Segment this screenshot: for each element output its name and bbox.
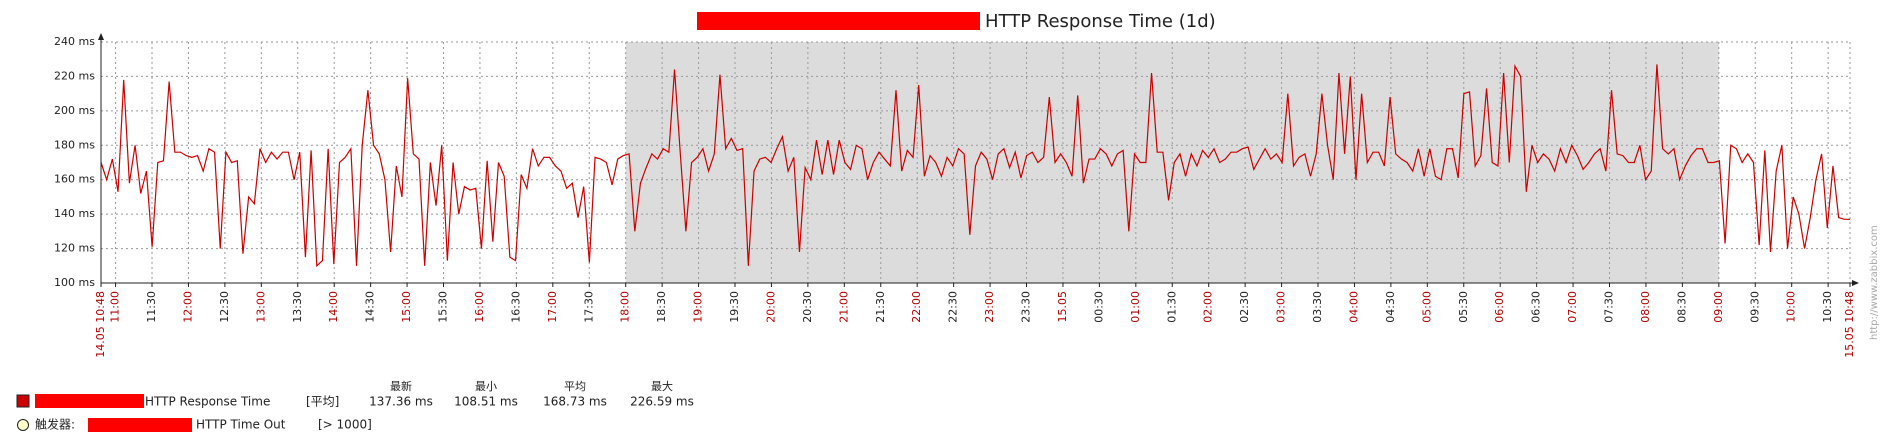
x-tick-label: 16:30 <box>509 291 522 323</box>
x-tick-label: 06:00 <box>1493 291 1506 323</box>
y-tick-label: 120 ms <box>54 242 95 255</box>
redacted-box <box>35 394 144 408</box>
x-tick-label: 19:30 <box>728 291 741 323</box>
x-tick-label: 01:00 <box>1129 291 1142 323</box>
x-tick-label: 06:30 <box>1530 291 1543 323</box>
x-tick-label: 07:00 <box>1566 291 1579 323</box>
x-tick-label: 14:00 <box>327 291 340 323</box>
x-tick-label: 02:00 <box>1202 291 1215 323</box>
y-tick-label: 180 ms <box>54 138 95 151</box>
x-tick-label: 11:30 <box>145 291 158 323</box>
y-tick-label: 160 ms <box>54 173 95 186</box>
x-tick-label: 02:30 <box>1238 291 1251 323</box>
x-tick-label: 12:30 <box>218 291 231 323</box>
x-tick-label: 09:30 <box>1748 291 1761 323</box>
y-tick-label: 140 ms <box>54 207 95 220</box>
y-tick-label: 220 ms <box>54 69 95 82</box>
x-tick-label: 18:00 <box>619 291 632 323</box>
x-tick-label: 21:00 <box>837 291 850 323</box>
x-tick-label: 20:30 <box>801 291 814 323</box>
x-tick-label: 17:30 <box>582 291 595 323</box>
trigger-condition: [> 1000] <box>318 418 372 432</box>
plot-area <box>100 41 1851 284</box>
stat-header: 最新 <box>390 379 412 393</box>
x-tick-label: 15:00 <box>400 291 413 323</box>
x-tick-label: 18:30 <box>655 291 668 323</box>
legend-swatch <box>16 394 30 408</box>
x-tick-label: 10:00 <box>1785 291 1798 323</box>
x-tick-label: 23:30 <box>1020 291 1033 323</box>
x-tick-label: 23:00 <box>983 291 996 323</box>
x-tick-label: 14.05 10:48 <box>94 291 107 358</box>
stat-header: 平均 <box>564 380 586 393</box>
stat-value: 137.36 ms <box>369 395 433 409</box>
stat-value: 226.59 ms <box>630 395 694 409</box>
x-tick-label: 10:30 <box>1821 291 1834 323</box>
x-tick-label: 22:30 <box>947 291 960 323</box>
axis-arrow <box>98 33 104 40</box>
x-tick-label: 07:30 <box>1603 291 1616 323</box>
redacted-box <box>88 418 192 432</box>
x-tick-label: 05:00 <box>1420 291 1433 323</box>
redacted-box <box>697 12 980 30</box>
x-tick-label: 19:00 <box>692 291 705 323</box>
trigger-name: HTTP Time Out <box>196 418 286 432</box>
x-tick-label: 15.05 10:48 <box>1843 291 1856 358</box>
x-tick-label: 08:30 <box>1675 291 1688 323</box>
x-tick-label: 14:30 <box>364 291 377 323</box>
stat-header: 最大 <box>651 379 673 393</box>
x-tick-label: 09:00 <box>1712 291 1725 323</box>
x-tick-label: 15.05 <box>1056 291 1069 323</box>
x-tick-label: 08:00 <box>1639 291 1652 323</box>
x-tick-label: 17:00 <box>546 291 559 323</box>
stat-value: 108.51 ms <box>454 395 518 409</box>
trigger-prefix: 触发器: <box>35 417 75 432</box>
legend-label: HTTP Response Time <box>145 395 270 409</box>
x-tick-label: 22:00 <box>910 291 923 323</box>
stat-header: 最小 <box>475 380 497 393</box>
x-tick-label: 15:30 <box>437 291 450 323</box>
legend-function: [平均] <box>306 395 339 409</box>
x-tick-label: 04:30 <box>1384 291 1397 323</box>
y-tick-label: 200 ms <box>54 104 95 117</box>
trigger-icon <box>17 419 29 431</box>
x-tick-label: 04:00 <box>1347 291 1360 323</box>
x-tick-label: 12:00 <box>181 291 194 323</box>
watermark: http://www.zabbix.com <box>1869 225 1880 340</box>
x-tick-label: 13:00 <box>254 291 267 323</box>
x-tick-label: 03:30 <box>1311 291 1324 323</box>
x-tick-label: 03:00 <box>1275 291 1288 323</box>
y-tick-label: 240 ms <box>54 35 95 48</box>
x-tick-label: 01:30 <box>1165 291 1178 323</box>
x-tick-label: 20:00 <box>764 291 777 323</box>
x-tick-label: 16:00 <box>473 291 486 323</box>
axis-arrow <box>1852 280 1859 286</box>
series-line <box>100 63 1850 268</box>
chart-title: HTTP Response Time (1d) <box>985 11 1216 32</box>
x-tick-label: 13:30 <box>291 291 304 323</box>
stat-value: 168.73 ms <box>543 395 607 409</box>
x-tick-label: 11:00 <box>109 291 122 323</box>
x-tick-label: 05:30 <box>1457 291 1470 323</box>
x-tick-label: 00:30 <box>1092 291 1105 323</box>
y-tick-label: 100 ms <box>54 276 95 289</box>
x-tick-label: 21:30 <box>874 291 887 323</box>
